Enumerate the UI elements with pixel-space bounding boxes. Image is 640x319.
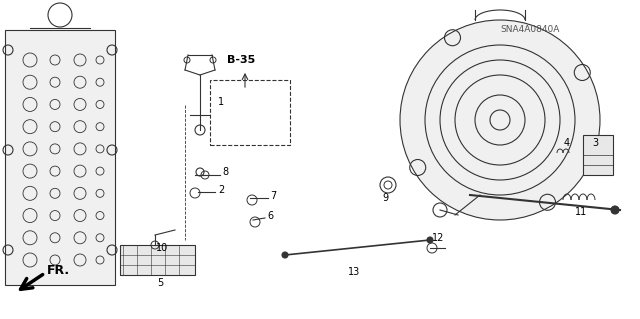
Bar: [5, 30, 115, 285]
Bar: [210, 80, 290, 145]
Ellipse shape: [400, 20, 600, 220]
Text: 6: 6: [267, 211, 273, 221]
Text: 4: 4: [564, 138, 570, 148]
Circle shape: [427, 237, 433, 243]
Text: 3: 3: [592, 138, 598, 148]
Text: 9: 9: [382, 193, 388, 203]
Circle shape: [282, 252, 288, 258]
Text: 1: 1: [218, 97, 224, 107]
Circle shape: [611, 206, 619, 214]
Text: 7: 7: [270, 191, 276, 201]
Text: 2: 2: [218, 185, 224, 195]
Text: 11: 11: [575, 207, 588, 217]
Text: 8: 8: [222, 167, 228, 177]
Text: B-35: B-35: [227, 55, 255, 65]
Text: 10: 10: [156, 243, 168, 253]
Text: 13: 13: [348, 267, 360, 277]
Text: FR.: FR.: [47, 264, 70, 278]
Text: 5: 5: [157, 278, 163, 288]
Bar: [583, 135, 613, 175]
Text: 12: 12: [432, 233, 444, 243]
Bar: [120, 245, 195, 275]
Text: SNA4A0840A: SNA4A0840A: [500, 25, 559, 33]
